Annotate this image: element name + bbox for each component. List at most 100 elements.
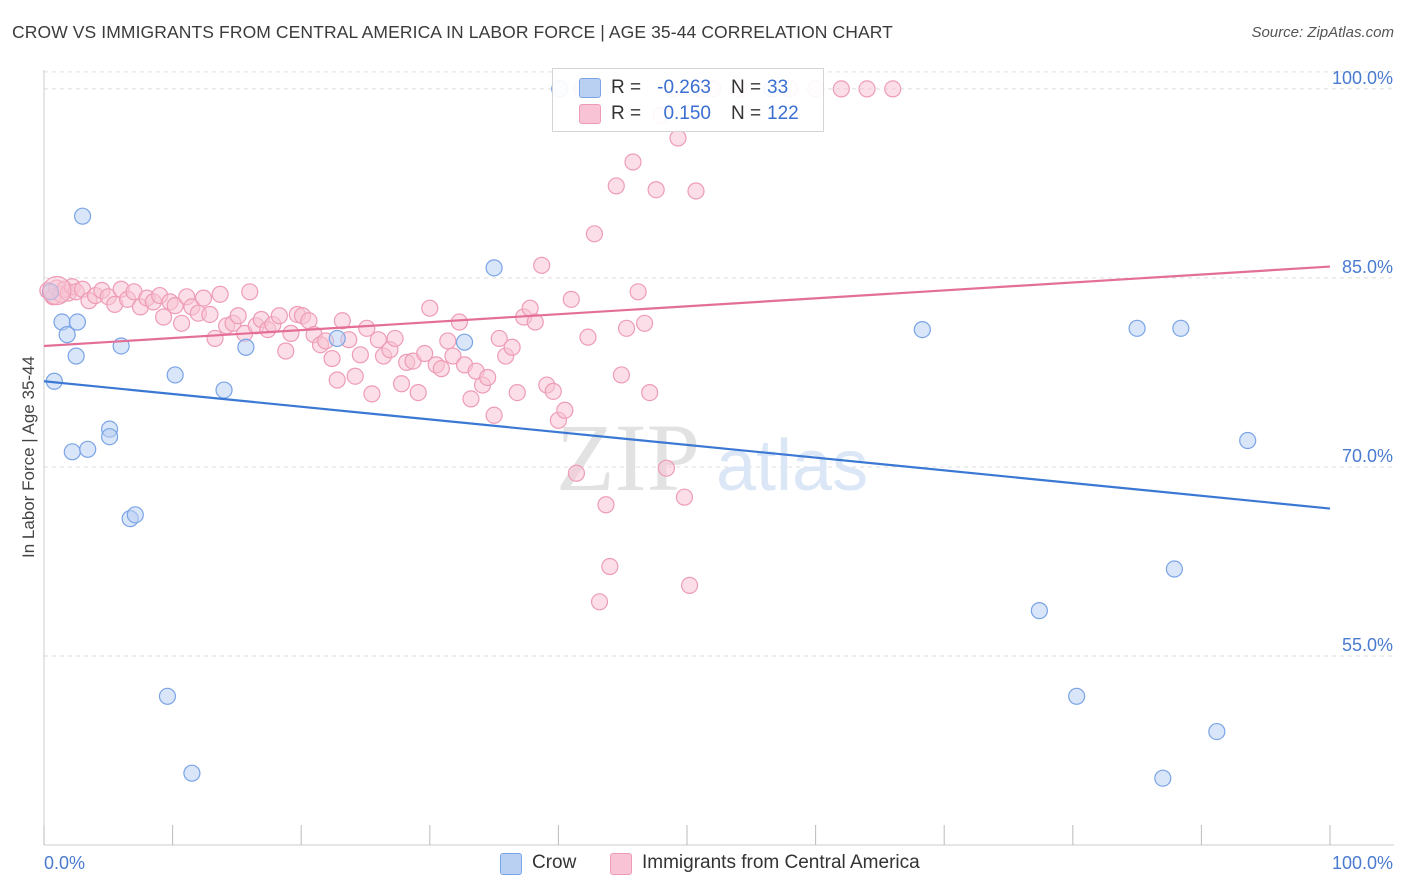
immigrant-point <box>884 80 902 98</box>
bottom-legend-immigrants: Immigrants from Central America <box>642 852 920 873</box>
points-layer <box>39 80 1257 787</box>
immigrant-point <box>241 283 259 301</box>
legend-n-value: 122 <box>767 103 799 124</box>
legend-row-crow: R = -0.263 N = 33 <box>553 75 823 101</box>
immigrant-point <box>277 342 295 360</box>
chart-title: CROW VS IMMIGRANTS FROM CENTRAL AMERICA … <box>12 22 893 42</box>
immigrant-point <box>421 299 439 317</box>
x-tick-label-max: 100.0% <box>1332 853 1393 873</box>
immigrant-point <box>229 307 247 325</box>
immigrant-point <box>282 324 300 342</box>
grid-layer <box>44 71 1394 657</box>
legend-r-label: R = <box>611 77 642 98</box>
crow-point <box>485 259 503 277</box>
immigrant-point <box>597 496 615 514</box>
immigrant-point <box>680 576 699 595</box>
immigrant-point <box>328 371 346 389</box>
crow-point <box>183 764 201 782</box>
crow-point <box>215 381 233 399</box>
immigrant-point <box>392 375 411 393</box>
immigrant-point <box>409 384 427 402</box>
immigrant-point <box>624 153 642 171</box>
immigrant-point <box>590 593 609 611</box>
watermark: ZIP atlas <box>556 404 868 511</box>
immigrant-point <box>832 80 850 98</box>
immigrant-point <box>323 349 341 368</box>
y-tick-label: 100.0% <box>1332 68 1393 88</box>
immigrant-point <box>346 367 364 385</box>
y-tick-label: 70.0% <box>1342 446 1393 466</box>
immigrant-point <box>503 338 521 356</box>
crow-point <box>237 338 255 356</box>
crow-point <box>79 440 97 458</box>
legend-r-label: R = <box>611 103 642 124</box>
immigrant-point <box>562 290 580 308</box>
bottom-legend: Crow Immigrants from Central America <box>500 850 960 878</box>
immigrant-point <box>526 313 544 331</box>
immigrant-point <box>544 382 562 400</box>
bottom-legend-crow: Crow <box>532 852 577 873</box>
immigrant-point <box>351 346 369 364</box>
legend-n-value: 33 <box>767 77 789 98</box>
crow-point <box>1239 431 1257 450</box>
immigrant-point <box>675 488 694 506</box>
immigrant-point <box>579 328 597 346</box>
crow-point <box>1030 602 1048 620</box>
immigrant-point <box>508 384 526 402</box>
immigrant-cluster-point <box>42 275 72 306</box>
legend-n-label: N = <box>731 77 762 98</box>
crow-point <box>1068 687 1086 705</box>
crow-point <box>68 313 87 331</box>
immigrant-point <box>270 307 288 325</box>
immigrant-point <box>490 329 508 348</box>
bottom-legend-swatch-crow <box>500 853 522 875</box>
immigrant-point <box>211 285 229 303</box>
watermark-atlas: atlas <box>716 426 868 506</box>
immigrant-point <box>585 225 604 243</box>
immigrant-point <box>629 283 647 301</box>
immigrant-point <box>479 368 497 387</box>
y-axis-label: In Labor Force | Age 35-44 <box>19 356 38 558</box>
crow-point <box>158 687 177 705</box>
crow-point <box>126 506 144 524</box>
crow-point <box>63 443 81 461</box>
immigrant-point <box>194 289 213 307</box>
legend-swatch-crow <box>579 78 601 98</box>
immigrant-point <box>173 314 191 332</box>
legend-box: R = -0.263 N = 33 R = 0.150 N = 122 <box>552 68 824 132</box>
crow-point <box>100 428 119 446</box>
immigrant-point <box>485 406 503 424</box>
immigrant-point <box>363 385 381 403</box>
immigrant-point <box>450 313 468 331</box>
immigrant-trend-line <box>43 265 1331 348</box>
immigrant-point <box>601 557 619 576</box>
crow-point <box>1165 560 1183 578</box>
watermark-zip: ZIP <box>556 404 700 511</box>
immigrant-point <box>462 390 480 408</box>
legend-swatch-immigrants <box>579 104 601 124</box>
immigrant-point <box>432 360 450 378</box>
immigrant-point <box>358 319 376 337</box>
crow-point <box>58 326 76 344</box>
immigrant-point <box>612 366 631 384</box>
crow-point <box>913 320 931 339</box>
immigrant-point <box>669 129 687 147</box>
crow-point <box>73 207 92 225</box>
immigrant-point <box>647 181 665 199</box>
immigrant-point <box>556 401 574 419</box>
immigrant-point <box>154 308 173 326</box>
crow-point <box>328 329 346 348</box>
crow-point <box>1172 319 1190 337</box>
immigrant-point <box>607 177 625 195</box>
immigrant-point <box>635 314 654 332</box>
crow-point <box>1128 319 1146 337</box>
immigrant-point <box>386 329 404 348</box>
x-tick-label-min: 0.0% <box>44 853 85 873</box>
y-tick-label: 85.0% <box>1342 257 1393 277</box>
legend-r-value: -0.263 <box>657 77 711 98</box>
immigrant-point <box>617 319 636 337</box>
immigrant-point <box>687 182 705 200</box>
legend-row-immigrants: R = 0.150 N = 122 <box>553 101 823 127</box>
immigrant-point <box>533 256 551 274</box>
